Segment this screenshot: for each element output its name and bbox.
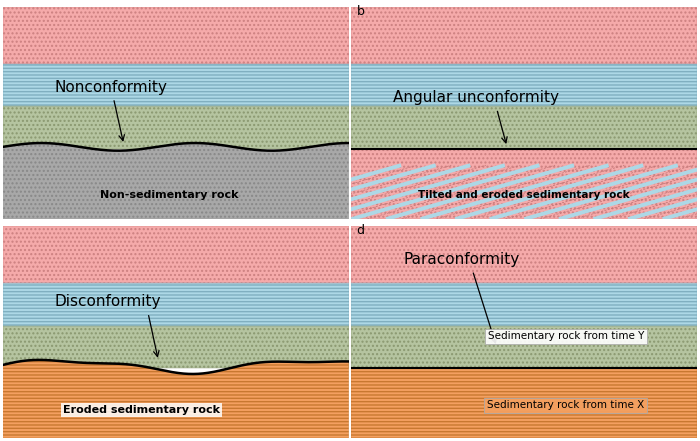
Polygon shape [3,360,349,438]
Bar [3,325,349,368]
Bar [351,149,697,219]
Text: Eroded sedimentary rock: Eroded sedimentary rock [62,405,220,415]
Text: Sedimentary rock from time Y: Sedimentary rock from time Y [488,331,644,341]
Bar [3,106,349,149]
Bar [3,226,349,283]
Text: Non-sedimentary rock: Non-sedimentary rock [99,190,238,200]
Bar [351,106,697,149]
Bar [351,283,697,325]
Bar [351,325,697,368]
Text: Paraconformity: Paraconformity [403,252,519,267]
Bar [351,226,697,283]
Text: Nonconformity: Nonconformity [55,80,167,95]
Bar [3,64,349,106]
Bar [351,106,697,149]
Bar [351,149,697,219]
Polygon shape [3,143,349,219]
Text: Angular unconformity: Angular unconformity [393,90,559,105]
Text: d: d [356,224,365,237]
Bar [351,368,697,438]
Bar [3,7,349,64]
Bar [351,325,697,368]
Bar [3,283,349,325]
Bar [3,325,349,368]
Bar [351,64,697,106]
Bar [351,226,697,283]
Bar [3,106,349,149]
Text: b: b [356,5,365,18]
Bar [3,7,349,64]
Bar [351,64,697,106]
Bar [351,283,697,325]
Bar [351,7,697,64]
Text: Disconformity: Disconformity [55,295,161,310]
Bar [3,64,349,106]
Bar [3,226,349,283]
Text: Tilted and eroded sedimentary rock: Tilted and eroded sedimentary rock [419,190,630,200]
Text: Sedimentary rock from time X: Sedimentary rock from time X [487,400,645,411]
Bar [3,283,349,325]
Bar [351,7,697,64]
Bar [351,368,697,438]
